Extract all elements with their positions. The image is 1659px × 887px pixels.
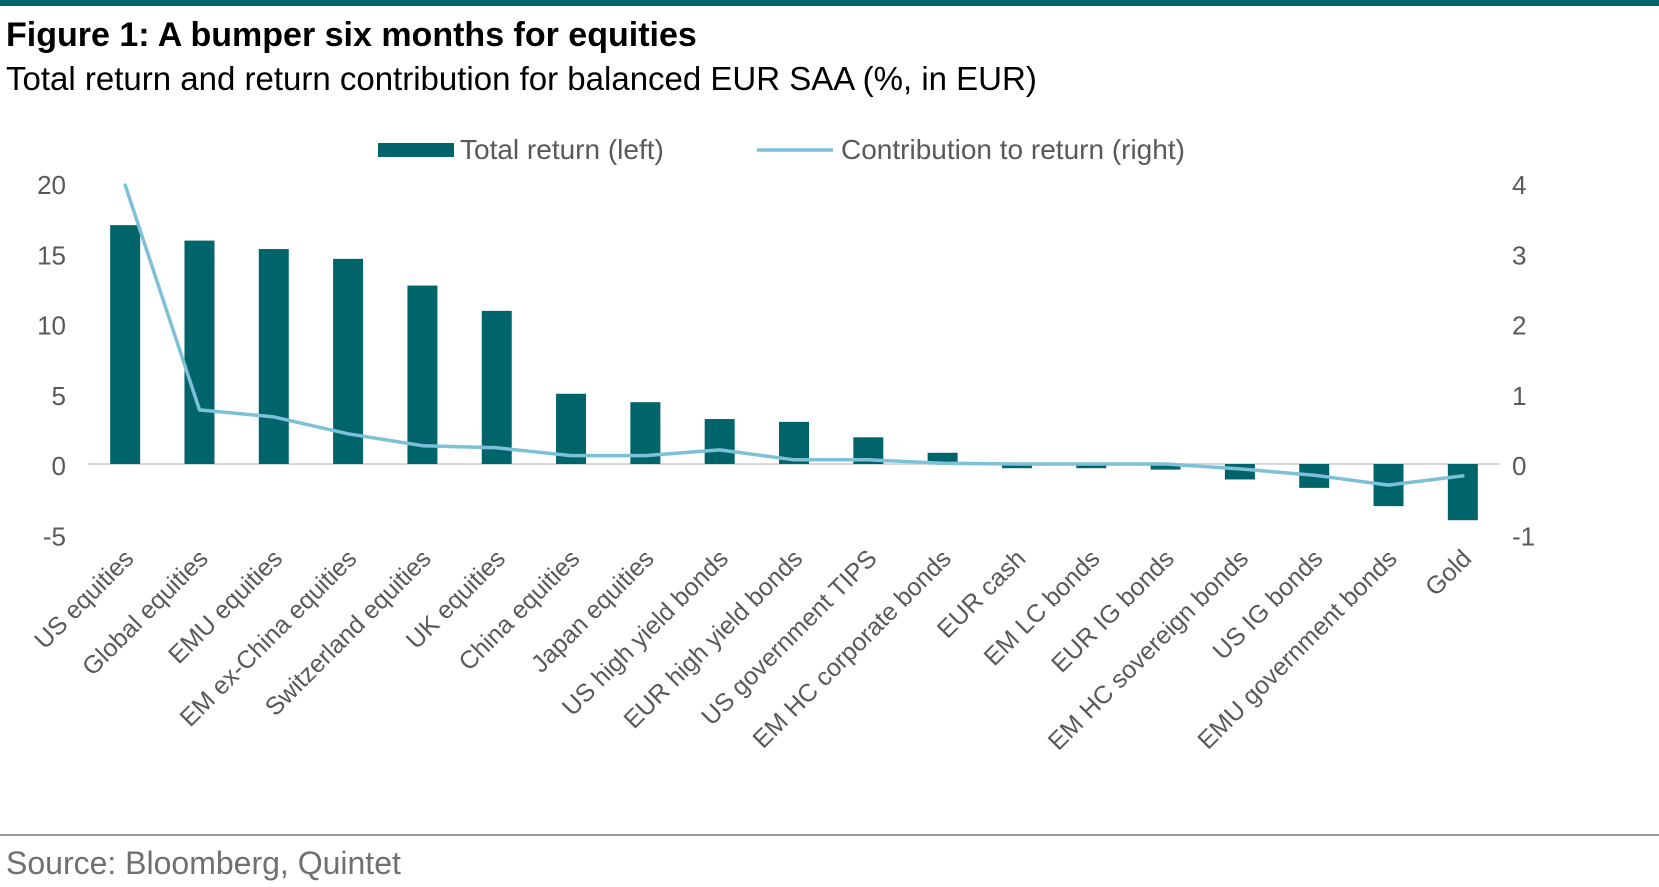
chart-title: Figure 1: A bumper six months for equiti… <box>6 16 697 54</box>
bar-total-return <box>927 452 958 464</box>
x-category-label: Global equities <box>77 544 214 681</box>
y-left-tick-label: 20 <box>37 170 66 200</box>
line-contribution <box>123 183 1465 487</box>
y-right-tick-label: 0 <box>1512 451 1526 481</box>
bar-total-return <box>1076 464 1107 469</box>
bar-total-return <box>407 285 438 464</box>
bar-total-return <box>1001 464 1032 469</box>
y-left-tick-label: 10 <box>37 311 66 341</box>
bar-total-return <box>704 419 735 464</box>
chart-subtitle: Total return and return contribution for… <box>6 60 1037 97</box>
legend-label-contribution: Contribution to return (right) <box>841 134 1185 165</box>
source-note: Source: Bloomberg, Quintet <box>6 845 401 881</box>
y-left-tick-label: 5 <box>52 381 66 411</box>
bar-total-return <box>110 225 141 464</box>
bar-total-return <box>481 310 512 464</box>
y-right-tick-label: 2 <box>1512 311 1526 341</box>
y-left-tick-label: -5 <box>43 521 66 551</box>
y-right-tick-label: -1 <box>1512 521 1535 551</box>
y-right-tick-label: 3 <box>1512 240 1526 270</box>
x-category-label: Gold <box>1420 544 1477 601</box>
y-left-tick-label: 15 <box>37 240 66 270</box>
y-right-tick-label: 1 <box>1512 381 1526 411</box>
y-right-tick-label: 4 <box>1512 170 1526 200</box>
bar-total-return <box>184 240 215 464</box>
bar-total-return <box>1224 464 1255 480</box>
y-left-tick-label: 0 <box>52 451 66 481</box>
bar-total-return <box>258 249 289 464</box>
bar-total-return <box>556 393 587 464</box>
top-rule <box>0 0 1659 6</box>
bar-total-return <box>1150 464 1181 470</box>
bottom-rule <box>0 834 1659 836</box>
bar-total-return <box>1447 464 1478 521</box>
legend-label-total-return: Total return (left) <box>460 134 664 165</box>
legend-swatch-total-return <box>378 143 454 157</box>
